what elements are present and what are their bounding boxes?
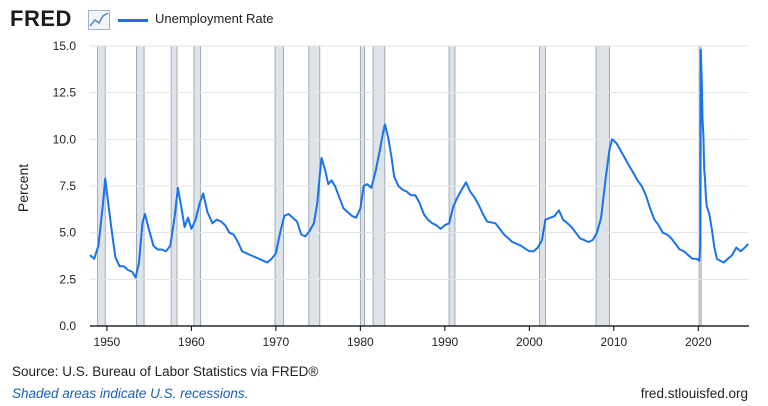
y-tick-label-2: 5.0 (59, 226, 76, 240)
gridlines (90, 45, 749, 327)
source-line[interactable]: Source: U.S. Bureau of Labor Statistics … (12, 364, 319, 379)
legend-line-swatch (118, 19, 148, 22)
chart-header: FRED Unemployment Rate (10, 4, 750, 34)
y-tick-label-3: 7.5 (59, 179, 76, 193)
recession-note[interactable]: Shaded areas indicate U.S. recessions. (12, 386, 249, 401)
x-tick-label-3: 1980 (347, 335, 374, 349)
y-tick-label-1: 2.5 (59, 272, 76, 286)
x-tick-label-2: 1970 (263, 335, 290, 349)
fred-logo[interactable]: FRED (10, 6, 72, 31)
x-tick-label-4: 1990 (431, 335, 458, 349)
x-tick-label-5: 2000 (516, 335, 543, 349)
x-tick-labels: 1950 1960 1970 1980 1990 2000 2010 2020 (94, 326, 712, 349)
y-tick-label-4: 10.0 (53, 132, 77, 146)
series-line-0[interactable] (89, 48, 749, 279)
y-tick-label-0: 0.0 (59, 319, 76, 333)
y-axis-label: Percent (15, 164, 31, 212)
x-tick-label-1: 1960 (178, 335, 205, 349)
x-tick-label-0: 1950 (94, 335, 121, 349)
series-line-layer (89, 48, 749, 279)
y-tick-labels: 0.0 2.5 5.0 7.5 10.0 12.5 15.0 (53, 39, 77, 333)
trend-line-icon (88, 10, 110, 35)
legend-label[interactable]: Unemployment Rate (155, 11, 274, 26)
x-tick-label-6: 2010 (600, 335, 627, 349)
x-tick-label-7: 2020 (685, 335, 712, 349)
y-tick-label-5: 12.5 (53, 86, 77, 100)
unemployment-chart[interactable]: 0.0 2.5 5.0 7.5 10.0 12.5 15.0 1950 1960 1970 198… (0, 0, 768, 360)
y-tick-label-6: 15.0 (53, 39, 77, 53)
site-url[interactable]: fred.stlouisfed.org (640, 386, 748, 401)
